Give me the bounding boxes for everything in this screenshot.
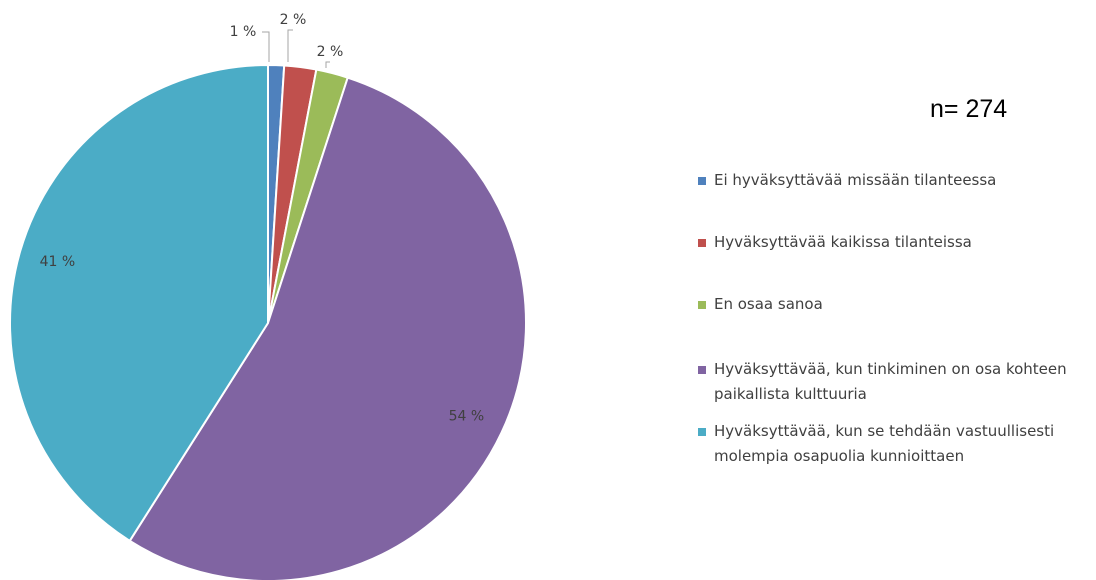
legend-item: Hyväksyttävää kaikissa tilanteissa bbox=[698, 230, 1096, 255]
data-label: 2 % bbox=[317, 44, 344, 60]
legend-label: Hyväksyttävää, kun se tehdään vastuullis… bbox=[714, 422, 1055, 465]
legend-item: Hyväksyttävää, kun tinkiminen on osa koh… bbox=[698, 357, 1096, 407]
data-label: 41 % bbox=[40, 254, 76, 270]
pie-slice bbox=[128, 76, 527, 580]
annotation: n= 274 bbox=[930, 95, 1008, 123]
leader-line bbox=[325, 61, 330, 68]
legend-item: Ei hyväksyttävää missään tilanteessa bbox=[698, 168, 1096, 193]
data-label: 54 % bbox=[449, 408, 485, 424]
legend-swatch bbox=[698, 301, 706, 309]
leader-line bbox=[287, 29, 293, 62]
legend-label: Hyväksyttävää, kun tinkiminen on osa koh… bbox=[714, 360, 1067, 403]
legend-label: En osaa sanoa bbox=[714, 295, 823, 313]
legend-swatch bbox=[698, 239, 706, 247]
legend-item: En osaa sanoa bbox=[698, 292, 1096, 317]
legend-label: Hyväksyttävää kaikissa tilanteissa bbox=[714, 233, 972, 251]
pie-slice bbox=[9, 63, 269, 543]
legend-swatch bbox=[698, 177, 706, 185]
legend-item: Hyväksyttävää, kun se tehdään vastuullis… bbox=[698, 419, 1096, 469]
legend-label: Ei hyväksyttävää missään tilanteessa bbox=[714, 171, 997, 189]
legend-swatch bbox=[698, 428, 706, 436]
legend-swatch bbox=[698, 366, 706, 374]
data-label: 2 % bbox=[280, 12, 307, 28]
leader-line bbox=[262, 31, 270, 62]
data-label: 1 % bbox=[230, 24, 257, 40]
legend: Ei hyväksyttävää missään tilanteessa Hyvä… bbox=[698, 168, 1096, 506]
